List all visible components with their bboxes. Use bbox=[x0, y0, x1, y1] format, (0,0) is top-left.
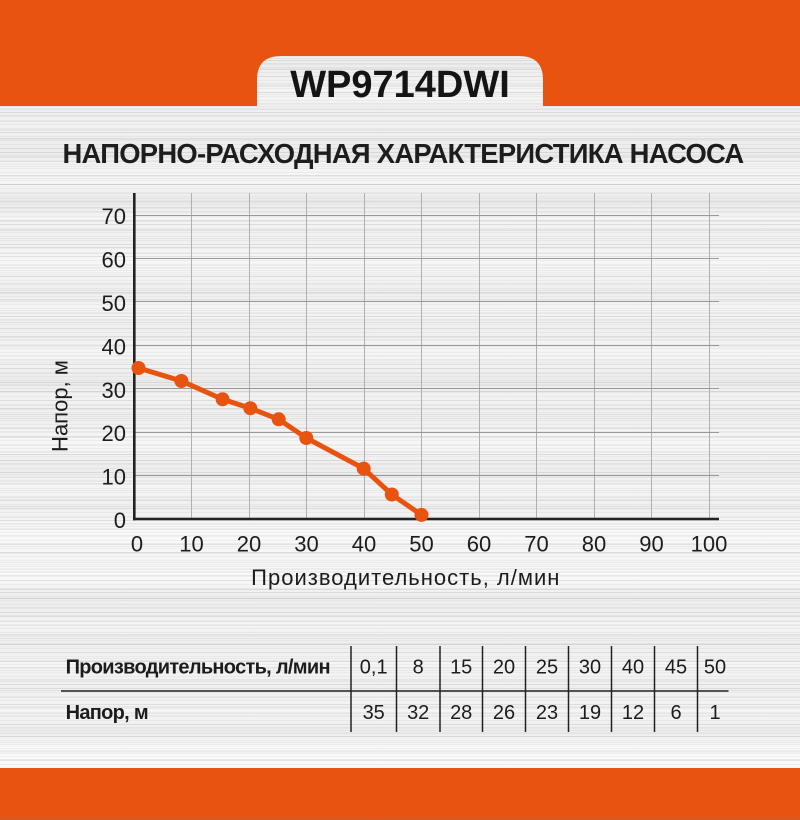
svg-text:25: 25 bbox=[536, 657, 558, 679]
svg-text:45: 45 bbox=[665, 657, 687, 679]
svg-text:10: 10 bbox=[102, 465, 126, 490]
svg-text:80: 80 bbox=[582, 531, 606, 556]
svg-text:НАПОРНО-РАСХОДНАЯ ХАРАКТЕРИСТИ: НАПОРНО-РАСХОДНАЯ ХАРАКТЕРИСТИКА НАСОСА bbox=[63, 138, 745, 169]
svg-text:60: 60 bbox=[467, 531, 491, 556]
svg-text:1: 1 bbox=[709, 702, 720, 724]
svg-text:40: 40 bbox=[622, 657, 644, 679]
svg-text:Производительность, л/мин: Производительность, л/мин bbox=[251, 565, 560, 590]
svg-text:70: 70 bbox=[102, 204, 126, 229]
svg-text:20: 20 bbox=[237, 531, 261, 556]
svg-text:0: 0 bbox=[114, 508, 126, 533]
svg-text:0,1: 0,1 bbox=[360, 657, 388, 679]
svg-text:Напор, м: Напор, м bbox=[48, 360, 73, 452]
svg-text:Напор, м: Напор, м bbox=[66, 702, 148, 724]
svg-text:50: 50 bbox=[102, 291, 126, 316]
svg-text:0: 0 bbox=[131, 531, 143, 556]
svg-text:35: 35 bbox=[363, 702, 385, 724]
svg-text:30: 30 bbox=[579, 657, 601, 679]
svg-text:70: 70 bbox=[524, 531, 548, 556]
svg-text:100: 100 bbox=[691, 531, 728, 556]
svg-text:20: 20 bbox=[493, 657, 515, 679]
svg-text:26: 26 bbox=[493, 702, 515, 724]
svg-text:50: 50 bbox=[409, 531, 433, 556]
svg-text:10: 10 bbox=[179, 531, 203, 556]
svg-text:19: 19 bbox=[579, 702, 601, 724]
svg-text:Производительность, л/мин: Производительность, л/мин bbox=[66, 657, 330, 679]
svg-text:6: 6 bbox=[670, 702, 681, 724]
svg-text:40: 40 bbox=[352, 531, 376, 556]
svg-text:23: 23 bbox=[536, 702, 558, 724]
svg-text:WP9714DWI: WP9714DWI bbox=[290, 64, 510, 106]
svg-text:8: 8 bbox=[413, 657, 424, 679]
svg-text:12: 12 bbox=[622, 702, 644, 724]
svg-text:50: 50 bbox=[704, 657, 726, 679]
svg-text:32: 32 bbox=[407, 702, 429, 724]
svg-text:28: 28 bbox=[450, 702, 472, 724]
svg-text:60: 60 bbox=[102, 248, 126, 273]
svg-text:90: 90 bbox=[639, 531, 663, 556]
svg-text:40: 40 bbox=[102, 334, 126, 359]
svg-text:20: 20 bbox=[102, 421, 126, 446]
svg-text:15: 15 bbox=[450, 657, 472, 679]
svg-text:30: 30 bbox=[102, 378, 126, 403]
svg-text:30: 30 bbox=[294, 531, 318, 556]
